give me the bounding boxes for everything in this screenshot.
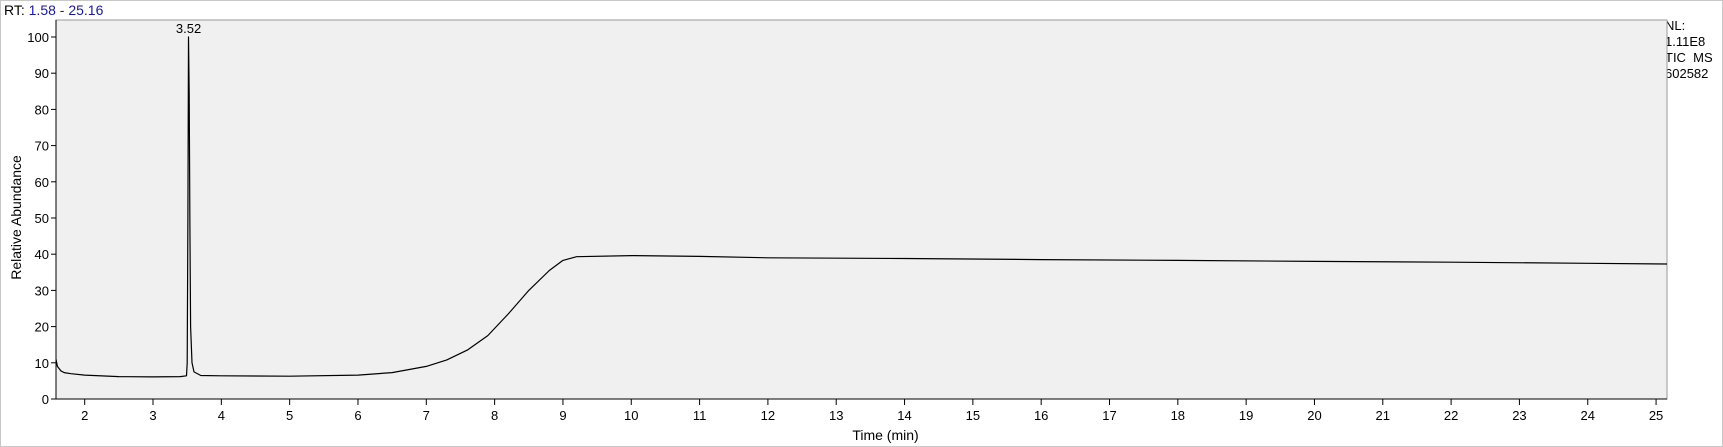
trace-line-0: [55, 36, 1668, 378]
x-tick-label: 24: [1581, 408, 1595, 423]
nl-value: 1.11E8: [1665, 34, 1706, 49]
rt-label: RT:: [4, 2, 25, 18]
x-tick-label: 4: [218, 408, 225, 423]
y-tick-label: 70: [35, 139, 49, 154]
x-tick-label: 18: [1171, 408, 1185, 423]
axes-layer: [55, 20, 1667, 400]
x-tick-label: 2: [81, 408, 88, 423]
y-tick-label: 100: [27, 30, 49, 45]
x-tick-label: 11: [693, 408, 707, 423]
x-tick-label: 10: [624, 408, 638, 423]
rt-range-value: 1.58 - 25.16: [28, 2, 104, 18]
x-tick-label: 20: [1307, 408, 1321, 423]
y-tick-label: 60: [35, 175, 49, 190]
info-box: NL: 1.11E8 TIC MS 602582: [1665, 18, 1713, 82]
x-tick-label: 23: [1512, 408, 1526, 423]
plot-area: [55, 19, 1668, 400]
y-tick-label: 0: [42, 392, 49, 407]
x-tick-label: 16: [1034, 408, 1048, 423]
trace-label: TIC MS: [1665, 50, 1713, 65]
y-tick-label: 30: [35, 283, 49, 298]
trace-layer: [55, 36, 1668, 378]
x-tick-label: 6: [354, 408, 361, 423]
y-axis-title: Relative Abundance: [8, 155, 24, 280]
x-tick-label: 8: [491, 408, 498, 423]
nl-label: NL:: [1665, 18, 1686, 33]
x-tick-label: 5: [286, 408, 293, 423]
x-tick-label: 9: [559, 408, 566, 423]
x-tick-label: 15: [966, 408, 980, 423]
y-tick-label: 90: [35, 66, 49, 81]
x-tick-label: 7: [423, 408, 430, 423]
x-tick-label: 13: [829, 408, 843, 423]
y-tick-label: 80: [35, 102, 49, 117]
rt-range-label: RT: 1.58 - 25.16: [4, 2, 103, 18]
x-tick-label: 25: [1649, 408, 1663, 423]
x-tick-label: 14: [897, 408, 911, 423]
sample-id: 602582: [1665, 66, 1709, 81]
peak-label: 3.52: [176, 21, 201, 36]
x-axis-title: Time (min): [852, 427, 918, 443]
x-tick-label: 17: [1102, 408, 1116, 423]
x-tick-label: 22: [1444, 408, 1458, 423]
x-tick-label: 19: [1239, 408, 1253, 423]
x-tick-label: 3: [149, 408, 156, 423]
y-tick-label: 10: [35, 356, 49, 371]
labels-layer: Time (min) Relative Abundance 3.52: [8, 21, 919, 443]
x-tick-label: 21: [1376, 408, 1390, 423]
y-tick-label: 40: [35, 247, 49, 262]
x-tick-label: 12: [761, 408, 775, 423]
y-tick-label: 20: [35, 320, 49, 335]
y-tick-label: 50: [35, 211, 49, 226]
